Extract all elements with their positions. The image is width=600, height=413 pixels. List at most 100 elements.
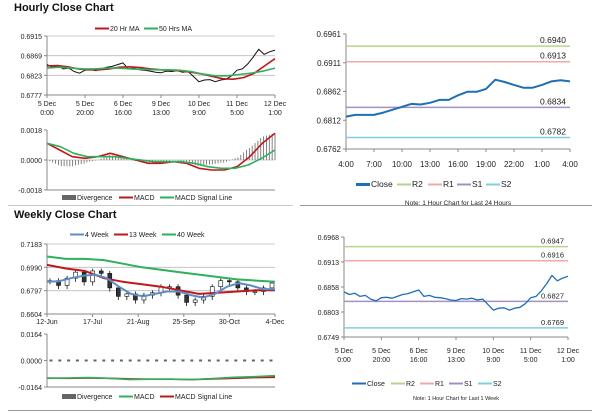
y-tick-label: 0.6961 <box>317 30 342 39</box>
x-tick-label: 9 Dec <box>447 348 466 355</box>
macd-line <box>46 132 276 171</box>
ma40-week-line <box>46 255 276 283</box>
divergence-bar <box>243 359 247 362</box>
x-tick-label: 20:00 <box>76 110 94 117</box>
divergence-bar <box>58 359 62 362</box>
ma13-week-line <box>46 263 275 295</box>
divergence-bar <box>102 359 106 362</box>
x-tick-label: 5:00 <box>230 110 244 117</box>
candle-body <box>90 270 95 283</box>
chart-note: Note: 1 Hour Chart for Last 1 Week <box>413 396 499 402</box>
legend-label: MACD <box>134 195 155 202</box>
legend-label: S2 <box>493 381 502 388</box>
y-tick-label: 0.0000 <box>21 158 43 165</box>
divergence-bar <box>67 359 71 362</box>
candle-body <box>218 280 224 287</box>
divergence-bar <box>84 359 88 362</box>
x-tick-label: 4:00 <box>562 160 578 169</box>
legend-label: R2 <box>406 381 415 388</box>
x-tick-label: 5 Dec <box>76 101 95 108</box>
y-tick-label: 0.6797 <box>21 289 43 296</box>
x-tick-label: 11 Dec <box>520 348 542 355</box>
x-tick-label: 22:00 <box>504 160 525 169</box>
legend-label: 40 Week <box>177 232 205 239</box>
x-tick-label: 20:00 <box>373 357 391 364</box>
y-tick-label: 0.6803 <box>318 310 340 317</box>
level-label-r2: 0.6947 <box>541 237 564 246</box>
divider <box>8 205 293 206</box>
legend-label: Close <box>367 381 385 388</box>
x-tick-label: 13:00 <box>152 110 170 117</box>
divergence-bar <box>111 359 115 362</box>
divergence-bar <box>163 359 167 362</box>
x-tick-label: 13:00 <box>447 357 465 364</box>
x-tick-label: 16:00 <box>410 357 428 364</box>
chart-note: Note: 1 Hour Chart for Last 24 Hours <box>405 200 512 207</box>
close-line <box>46 48 276 83</box>
x-tick-label: 4:00 <box>338 160 354 169</box>
y-tick-label: 0.0000 <box>21 359 43 366</box>
y-tick-label: 0.6911 <box>317 59 341 68</box>
legend-label: R1 <box>443 179 454 189</box>
y-tick-label: 0.6823 <box>21 73 43 80</box>
x-tick-label: 6 Dec <box>410 348 429 355</box>
divergence-bar <box>225 359 229 362</box>
x-tick-label: 4-Dec <box>266 319 285 326</box>
divergence-bar <box>251 359 255 362</box>
x-tick-label: 9:00 <box>192 110 206 117</box>
x-tick-label: 10 Dec <box>482 348 505 355</box>
divergence-bar <box>234 359 238 362</box>
y-tick-label: 0.6749 <box>318 335 340 342</box>
x-tick-label: 0:00 <box>40 110 54 117</box>
x-tick-label: 16:00 <box>114 110 132 117</box>
divergence-bar <box>216 359 220 362</box>
y-tick-label: 0.0018 <box>21 128 43 135</box>
y-tick-label: 0.6915 <box>21 34 43 41</box>
divergence-bar <box>199 359 203 362</box>
x-tick-label: 19:00 <box>476 160 497 169</box>
legend-label: MACD Signal Line <box>175 195 232 202</box>
y-tick-label: 0.6858 <box>318 285 340 292</box>
level-label-r1: 0.6913 <box>540 51 566 61</box>
legend-swatch <box>62 195 76 200</box>
x-tick-label: 16:00 <box>448 160 469 169</box>
divergence-bar <box>181 359 185 362</box>
divergence-bar <box>75 359 79 362</box>
y-tick-label: 0.6604 <box>21 312 43 319</box>
level-label-s2: 0.6769 <box>541 318 564 327</box>
divider <box>300 205 592 206</box>
divider <box>8 410 592 411</box>
candle-body <box>81 271 87 283</box>
legend-label: R2 <box>412 179 423 189</box>
divergence-bar <box>190 359 194 362</box>
divergence-bar <box>128 359 132 362</box>
divergence-bar <box>137 359 141 362</box>
x-tick-label: 0:00 <box>337 357 351 364</box>
y-tick-label: 0.0164 <box>21 332 43 339</box>
x-tick-label: 10:00 <box>392 160 413 169</box>
x-tick-label: 5 Dec <box>372 348 391 355</box>
divergence-bar <box>119 359 123 362</box>
divergence-bar <box>155 359 159 362</box>
x-tick-label: 12 Dec <box>264 101 287 108</box>
x-tick-label: 7:00 <box>366 160 382 169</box>
y-tick-label: -0.0164 <box>18 385 42 392</box>
y-tick-label: 0.7183 <box>21 242 43 249</box>
x-tick-label: 13:00 <box>420 160 441 169</box>
divergence-bar <box>49 359 53 362</box>
divergence-bar <box>260 359 264 362</box>
divergence-bar <box>269 359 273 362</box>
x-tick-label: 11 Dec <box>226 101 248 108</box>
y-tick-label: 0.6812 <box>317 116 342 125</box>
weekly-chart-title: Weekly Close Chart <box>14 209 117 221</box>
x-tick-label: 5 Dec <box>335 348 354 355</box>
y-tick-label: 0.6862 <box>317 88 342 97</box>
legend-label: Close <box>371 179 393 189</box>
x-tick-label: 9 Dec <box>152 101 171 108</box>
legend-label: 13 Week <box>129 232 157 239</box>
candle-body <box>252 291 258 293</box>
x-tick-label: 10 Dec <box>188 101 211 108</box>
divergence-bar <box>93 359 97 362</box>
legend-swatch <box>62 394 76 399</box>
